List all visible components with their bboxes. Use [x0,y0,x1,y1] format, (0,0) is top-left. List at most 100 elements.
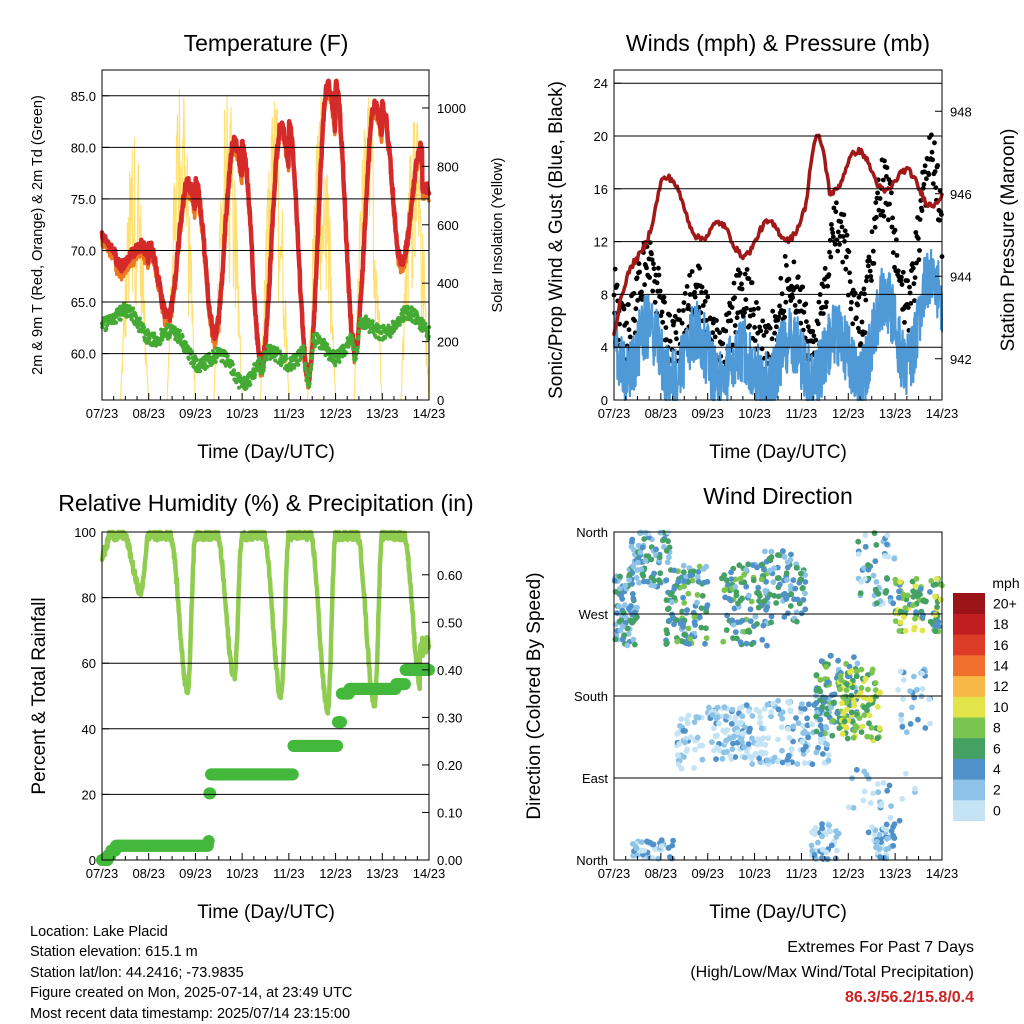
direction-point [619,636,626,643]
x-tick-label: 10/23 [226,406,259,421]
gust-point [689,269,695,274]
direction-point [651,577,657,584]
direction-point [914,686,920,693]
direction-point [687,636,693,642]
dewpoint-point [135,325,140,330]
dewpoint-point [127,304,132,309]
direction-point [732,754,739,760]
direction-point [656,554,663,561]
x-tick-label: 14/23 [926,866,959,881]
legend-label: 10 [993,699,1009,715]
legend-swatch [953,758,985,780]
y-tick-label-right: 0.50 [437,615,462,630]
direction-point [665,844,672,851]
direction-point [720,638,727,645]
x-tick-label: 09/23 [691,866,724,881]
direction-point [711,747,717,754]
gust-point [705,294,711,300]
direction-point [876,846,883,852]
gust-point [685,303,691,308]
direction-point [723,627,730,633]
direction-point [739,713,746,720]
direction-point [716,720,722,727]
temperature-series-layer [99,78,432,401]
direction-point [746,728,752,735]
direction-point [783,570,790,577]
direction-point [785,753,792,760]
direction-point [910,593,917,600]
direction-point [742,754,748,761]
gust-point [892,227,898,233]
direction-point [727,753,734,759]
x-tick-label: 07/23 [598,866,631,881]
direction-point [928,578,935,584]
direction-point [778,724,785,731]
legend-label: 12 [993,678,1009,694]
direction-point [713,756,719,762]
direction-point [897,608,904,615]
y-tick-label-left: 4 [601,340,608,355]
direction-point [801,760,808,766]
gust-point [731,280,737,286]
gust-point [743,297,749,302]
gust-point [662,299,667,305]
direction-point [887,814,894,821]
gust-point [800,284,806,290]
direction-point [896,628,903,634]
gust-point [889,224,895,230]
direction-point [676,741,683,747]
dewpoint-point [309,355,314,361]
gust-point [857,329,862,335]
direction-point [813,728,820,735]
dewpoint-point [303,366,309,371]
direction-point [898,716,905,723]
gust-point [726,310,732,316]
gust-point [868,274,874,279]
direction-point [826,822,832,829]
direction-point [867,697,874,703]
direction-point [870,572,877,579]
direction-point [763,578,769,585]
direction-point [907,688,913,694]
gust-point [770,308,776,314]
direction-point [633,845,640,852]
direction-point [805,734,812,741]
dewpoint-point [118,317,123,322]
direction-point [919,627,926,634]
gust-point [848,306,854,312]
direction-point [771,565,778,572]
dewpoint-point [423,321,428,326]
humidity-precip-chart: 0 20 40 60 80 100 0.00 0.10 0.20 0.30 0.40 0.50 0.60… [29,490,474,923]
gust-point [656,272,662,278]
direction-point [831,699,837,706]
direction-point [829,717,836,724]
direction-point [835,657,841,664]
gust-point [747,323,752,329]
direction-point [858,666,865,673]
direction-point [680,569,687,575]
gust-point [815,321,821,327]
gust-point [791,259,797,265]
direction-point [850,734,857,741]
direction-point [728,597,734,604]
x-tick-label: 11/23 [273,406,305,421]
gust-point [869,278,874,283]
gust-point [654,280,660,286]
direction-point [756,755,762,762]
direction-point [799,701,805,707]
extremes-title: Extremes For Past 7 Days [787,939,974,956]
direction-point [687,572,694,579]
gust-point [915,236,921,241]
direction-point [671,595,678,601]
dewpoint-point [296,362,301,367]
gust-point [867,258,872,263]
direction-point [833,834,840,840]
gust-point [699,284,705,290]
y-tick-label-left: 24 [594,76,608,91]
direction-point [728,721,735,727]
direction-point [883,826,889,833]
direction-point [781,554,788,560]
temperature-y-label-right: Solar Insolation (Yellow) [490,157,506,312]
direction-point [616,603,622,610]
direction-point [819,821,825,827]
